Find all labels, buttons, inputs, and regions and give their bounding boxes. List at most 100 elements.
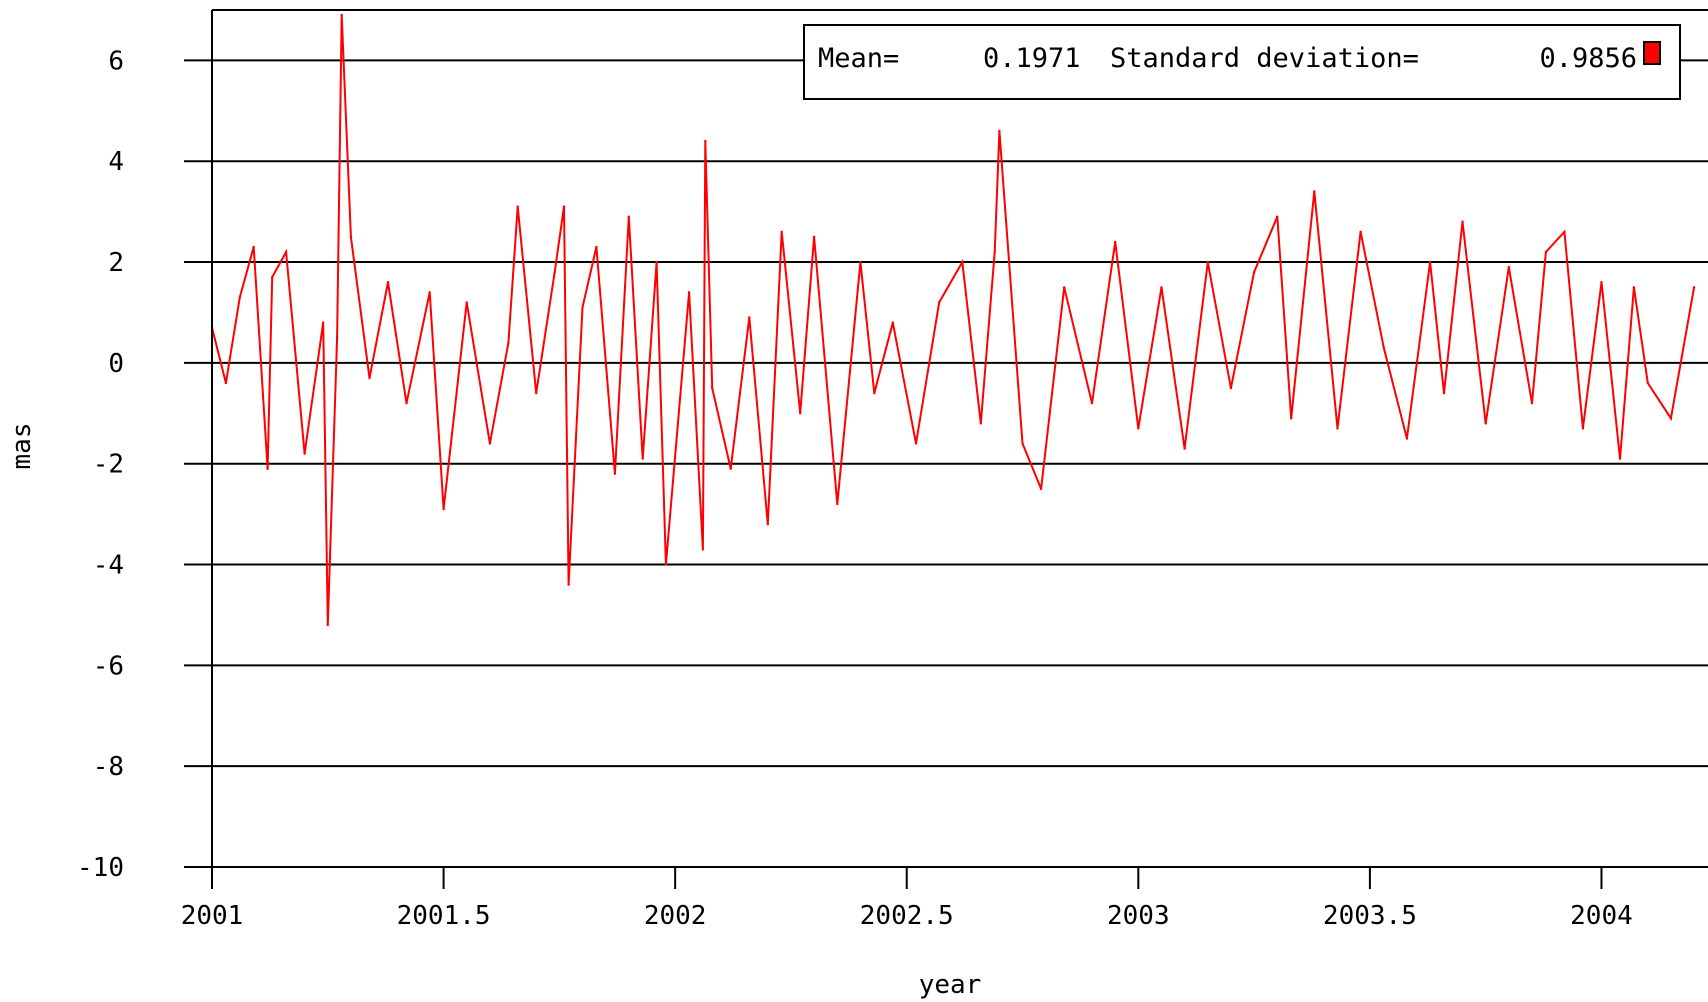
x-tick-label: 2002.5 bbox=[860, 901, 954, 931]
data-point bbox=[1382, 346, 1385, 349]
data-point bbox=[748, 316, 751, 319]
data-point bbox=[704, 139, 707, 143]
data-point bbox=[859, 260, 862, 264]
data-point bbox=[613, 472, 617, 475]
data-point bbox=[711, 386, 714, 390]
data-point bbox=[507, 341, 510, 344]
data-point bbox=[340, 13, 343, 17]
data-point bbox=[1276, 215, 1279, 218]
gridlines bbox=[212, 59, 1708, 868]
data-point bbox=[1600, 281, 1603, 284]
data-point bbox=[1442, 391, 1446, 395]
data-point bbox=[836, 502, 839, 506]
legend-std-value: 0.9856 bbox=[1539, 43, 1637, 74]
data-point bbox=[1090, 402, 1094, 405]
x-tick-label: 2001 bbox=[181, 901, 244, 931]
data-point bbox=[405, 402, 408, 405]
data-point bbox=[368, 376, 371, 380]
data-point bbox=[581, 306, 584, 309]
y-tick-label: -4 bbox=[93, 551, 124, 581]
data-point bbox=[1063, 286, 1066, 289]
data-point bbox=[664, 563, 668, 566]
data-point bbox=[1581, 427, 1585, 430]
data-point bbox=[553, 270, 556, 274]
x-tick-label: 2003 bbox=[1107, 901, 1170, 931]
y-tick-label: 2 bbox=[108, 248, 124, 278]
x-tick-label: 2002 bbox=[644, 901, 707, 931]
data-point bbox=[535, 391, 538, 395]
data-point bbox=[1313, 190, 1316, 193]
data-point bbox=[271, 275, 274, 279]
series-layer bbox=[210, 13, 1696, 627]
y-tick-label: -2 bbox=[93, 450, 124, 480]
data-point bbox=[1544, 250, 1548, 254]
x-tick-label: 2003.5 bbox=[1323, 901, 1417, 931]
data-point bbox=[567, 583, 570, 586]
data-point bbox=[266, 467, 269, 470]
data-point bbox=[1229, 386, 1233, 390]
data-point bbox=[799, 412, 802, 415]
data-point bbox=[1692, 286, 1696, 289]
data-point bbox=[326, 623, 329, 627]
y-tick-label: 0 bbox=[108, 349, 124, 379]
axes bbox=[211, 9, 1708, 867]
data-point bbox=[701, 548, 705, 551]
legend: Mean= 0.1971 Standard deviation= 0.9856 bbox=[803, 24, 1681, 100]
x-tick-label: 2001.5 bbox=[397, 901, 491, 931]
legend-box bbox=[803, 24, 1681, 100]
data-point bbox=[993, 250, 996, 254]
data-point bbox=[465, 301, 468, 304]
data-point bbox=[428, 291, 431, 294]
y-tick-label: -6 bbox=[93, 651, 124, 681]
data-point bbox=[1359, 230, 1362, 234]
data-point bbox=[766, 523, 769, 526]
data-point bbox=[1137, 427, 1140, 430]
data-point bbox=[1669, 417, 1673, 420]
data-point bbox=[891, 321, 895, 324]
data-point bbox=[1021, 442, 1024, 445]
data-point bbox=[335, 336, 339, 339]
data-point bbox=[873, 391, 876, 395]
data-point bbox=[1563, 230, 1566, 234]
data-point bbox=[1405, 437, 1409, 440]
data-point bbox=[595, 245, 598, 249]
data-point bbox=[238, 296, 241, 299]
series-line bbox=[211, 14, 1696, 626]
data-point bbox=[979, 422, 983, 425]
data-point bbox=[488, 442, 492, 445]
ticks: -10 -8 -6 -4 -2 0 2 4 6 2001 2001.5 2002 2002.5 2003 2… bbox=[77, 46, 1633, 931]
data-point bbox=[1183, 447, 1186, 450]
data-point bbox=[1252, 270, 1256, 274]
data-point bbox=[1646, 381, 1649, 385]
data-point bbox=[224, 381, 228, 385]
legend-mean-value: 0.1971 bbox=[983, 43, 1081, 74]
data-point bbox=[252, 245, 255, 249]
data-point bbox=[516, 205, 519, 208]
data-point bbox=[1618, 457, 1622, 460]
data-point bbox=[1289, 417, 1293, 420]
x-axis-label: year bbox=[919, 970, 982, 1000]
data-point bbox=[812, 235, 816, 239]
data-point bbox=[627, 215, 631, 218]
data-point bbox=[937, 301, 941, 304]
data-point bbox=[442, 507, 445, 511]
data-point bbox=[303, 452, 306, 455]
data-point bbox=[1484, 422, 1487, 425]
x-tick-label: 2004 bbox=[1570, 901, 1633, 931]
data-point bbox=[1336, 427, 1339, 430]
data-point bbox=[961, 260, 964, 264]
data-point bbox=[562, 205, 566, 208]
data-point bbox=[1039, 487, 1043, 491]
y-tick-label: 4 bbox=[108, 147, 124, 177]
legend-std-label: Standard deviation= bbox=[1110, 43, 1419, 74]
data-point bbox=[655, 260, 658, 264]
data-point bbox=[1507, 265, 1511, 269]
data-point bbox=[1428, 260, 1432, 264]
data-point bbox=[1206, 260, 1209, 264]
data-point bbox=[780, 230, 783, 234]
y-axis-label: mas bbox=[7, 423, 37, 470]
data-point bbox=[687, 291, 691, 294]
data-point bbox=[998, 129, 1001, 133]
data-point bbox=[729, 467, 732, 470]
